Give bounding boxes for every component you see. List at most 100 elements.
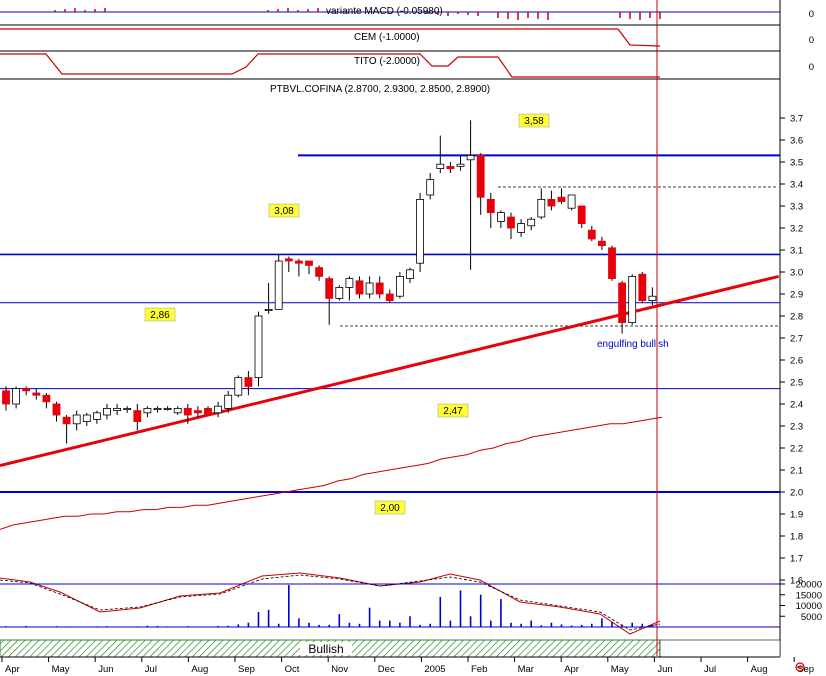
level-label-box: [518, 113, 550, 128]
candle: [143, 406, 152, 418]
price-tick-label: 2.9: [790, 290, 803, 301]
scroll-end-icon[interactable]: [795, 662, 805, 672]
candle: [648, 287, 657, 305]
candle-body: [496, 212, 505, 222]
candle: [234, 375, 243, 398]
candle-body: [638, 273, 647, 302]
level-label: 2,00: [380, 503, 400, 514]
candle: [385, 289, 394, 303]
time-tick-label: Aug: [191, 664, 208, 675]
candle-body: [395, 275, 404, 297]
time-tick-label: Nov: [331, 664, 348, 675]
candle-body: [305, 260, 313, 266]
price-tick-label: 3.7: [790, 114, 803, 125]
candle-body: [42, 394, 51, 403]
candle: [32, 388, 41, 400]
candle-body: [335, 286, 344, 299]
candle: [305, 260, 313, 275]
candle: [416, 192, 425, 272]
price-axis: 1.6 1.7 1.8 1.9 2.0 2.1 2.2 2.3 2.4 2.5 2.6 2.7 2.8 2…: [780, 114, 803, 587]
candle: [52, 401, 61, 422]
time-tick-label: Mar: [518, 664, 534, 675]
price-tick-label: 3.1: [790, 246, 803, 257]
price-tick-label: 3.3: [790, 202, 803, 213]
volume-tick-label: 15000: [796, 590, 822, 601]
volume-tick-label: 20000: [796, 580, 822, 591]
candle-body: [547, 198, 556, 207]
candle: [436, 135, 445, 173]
moving-average-line: [0, 416, 663, 530]
candle-body: [426, 179, 435, 196]
candle-body: [648, 295, 657, 302]
candle-body: [557, 196, 566, 202]
level-label-box: [374, 500, 406, 515]
price-tick-label: 1.7: [790, 554, 803, 565]
time-tick-label: Dec: [378, 664, 395, 675]
candle-body: [93, 412, 101, 420]
candle-body: [22, 388, 31, 392]
level-label: 3,08: [274, 206, 294, 217]
level-label: 2,47: [443, 406, 463, 417]
candle-body: [254, 315, 263, 378]
candle-body: [2, 390, 10, 405]
candle: [254, 311, 263, 387]
candle: [153, 406, 162, 413]
tito-label: TITO (-2.0000): [354, 56, 420, 67]
support-resistance-levels: 3,58 3,08 2,86 2,47 2,00: [0, 113, 780, 515]
candle: [608, 245, 616, 281]
candle-body: [375, 282, 384, 295]
level-label: 2,86: [150, 310, 170, 321]
candle: [355, 276, 364, 299]
candle-body: [527, 218, 536, 227]
candle-body: [436, 163, 445, 169]
ma-path: [0, 416, 663, 530]
candle: [486, 192, 495, 228]
candle: [375, 276, 384, 299]
candle-body: [173, 407, 182, 414]
candle: [173, 406, 182, 415]
candle: [577, 205, 586, 228]
macd-histogram: [54, 8, 661, 20]
candle: [527, 217, 536, 231]
price-tick-label: 3.0: [790, 268, 803, 279]
candle: [507, 212, 515, 239]
level-label-box: [144, 307, 176, 322]
candle: [244, 371, 253, 396]
candle: [446, 162, 455, 173]
candle: [587, 225, 596, 242]
candle: [547, 190, 556, 211]
bullish-label: Bullish: [308, 642, 343, 656]
candle: [466, 120, 475, 270]
candle-body: [587, 229, 596, 240]
candle: [123, 406, 132, 413]
candle-body: [517, 223, 525, 233]
candle-body: [486, 198, 495, 213]
candle-body: [406, 269, 414, 279]
macd-label: variante MACD (-0.05980): [326, 6, 443, 17]
time-tick-label: Sep: [238, 664, 255, 675]
price-tick-label: 2.4: [790, 400, 803, 411]
candle: [214, 401, 223, 418]
candle-body: [466, 154, 475, 161]
candle: [618, 280, 626, 334]
time-tick-label: Jul: [145, 664, 157, 675]
strip-empty-area: [659, 639, 781, 658]
macd-zero-tick: 0: [809, 9, 814, 20]
candle: [72, 410, 81, 431]
candle-body: [103, 407, 111, 416]
price-tick-label: 2.5: [790, 378, 803, 389]
candle-body: [214, 405, 223, 414]
oscillator-signal-line: [0, 574, 661, 631]
time-tick-label: Apr: [5, 664, 20, 675]
price-tick-label: 1.8: [790, 532, 803, 543]
candle-body: [567, 194, 576, 209]
candle-body: [32, 392, 41, 396]
candle: [628, 274, 637, 325]
time-tick-label: Sep: [797, 664, 814, 675]
candle-body: [345, 278, 354, 288]
candle-body: [52, 403, 61, 416]
candle: [12, 386, 21, 409]
candle-body: [598, 240, 606, 246]
candle: [335, 285, 344, 301]
